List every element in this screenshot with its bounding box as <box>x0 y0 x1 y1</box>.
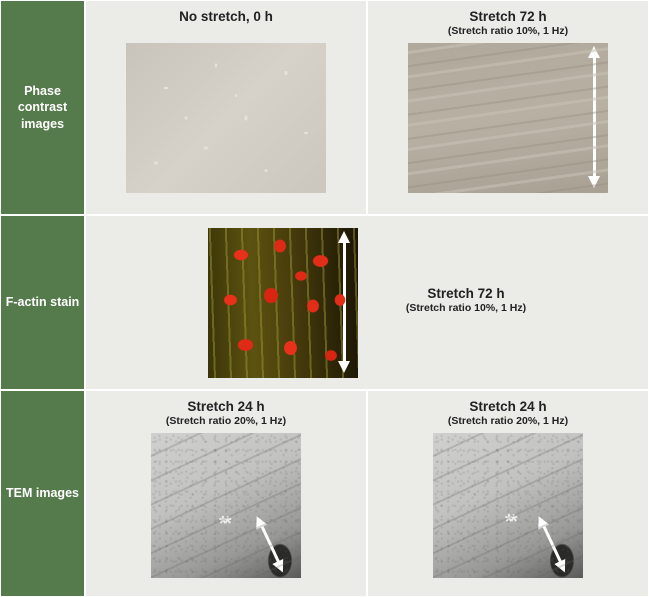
tem-image-right: ** <box>433 433 583 578</box>
panel-pc-stretch-72h: Stretch 72 h (Stretch ratio 10%, 1 Hz) <box>367 0 649 215</box>
panel-tem-left: Stretch 24 h (Stretch ratio 20%, 1 Hz) *… <box>85 390 367 597</box>
panel-subtitle: (Stretch ratio 10%, 1 Hz) <box>406 302 526 314</box>
row-label-tem: TEM images <box>0 390 85 597</box>
panel-title: Stretch 72 h <box>406 286 526 301</box>
stretch-direction-arrow-icon <box>593 55 596 179</box>
factin-caption: Stretch 72 h (Stretch ratio 10%, 1 Hz) <box>406 286 526 320</box>
stretch-direction-arrow-icon <box>260 523 281 564</box>
tem-image-left: ** <box>151 433 301 578</box>
panel-pc-no-stretch: No stretch, 0 h <box>85 0 367 215</box>
panel-tem-right: Stretch 24 h (Stretch ratio 20%, 1 Hz) *… <box>367 390 649 597</box>
figure-grid: Phase contrast images No stretch, 0 h St… <box>0 0 649 597</box>
panel-title: Stretch 72 h <box>469 9 546 24</box>
stretch-direction-arrow-icon <box>542 523 563 564</box>
factin-stain-image <box>208 228 358 378</box>
panel-title: Stretch 24 h <box>187 399 264 414</box>
asterisk-marker: ** <box>219 513 229 536</box>
phase-contrast-image-no-stretch <box>126 43 326 193</box>
row-label-phase: Phase contrast images <box>0 0 85 215</box>
panel-title: No stretch, 0 h <box>179 9 273 24</box>
panel-subtitle: (Stretch ratio 10%, 1 Hz) <box>448 25 568 37</box>
stretch-direction-arrow-icon <box>343 240 346 364</box>
panel-title: Stretch 24 h <box>469 399 546 414</box>
phase-contrast-image-stretch <box>408 43 608 193</box>
panel-subtitle: (Stretch ratio 20%, 1 Hz) <box>448 415 568 427</box>
row-label-factin: F-actin stain <box>0 215 85 390</box>
panel-factin: Stretch 72 h (Stretch ratio 10%, 1 Hz) <box>85 215 649 390</box>
asterisk-marker: ** <box>505 511 515 534</box>
panel-subtitle: (Stretch ratio 20%, 1 Hz) <box>166 415 286 427</box>
